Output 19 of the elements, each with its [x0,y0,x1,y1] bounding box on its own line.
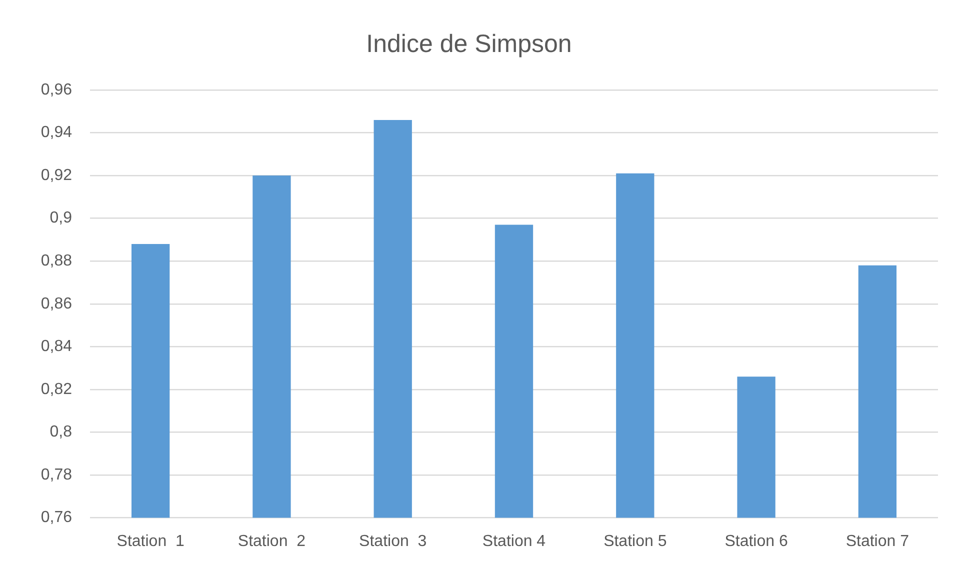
y-tick-label: 0,82 [40,380,72,398]
y-tick-label: 0,8 [50,424,72,441]
y-tick-label: 0,78 [40,466,72,484]
y-tick-label: 0,88 [40,252,72,270]
y-tick-label: 0,94 [40,124,72,142]
x-tick-label: Station 2 [238,532,306,550]
y-tick-label: 0,86 [40,295,72,312]
y-tick-label: 0,76 [40,509,72,526]
chart-title: Indice de Simpson [366,30,572,58]
y-tick-label: 0,92 [40,166,72,184]
y-tick-label: 0,96 [40,81,72,98]
x-tick-label: Station 6 [724,532,788,550]
y-tick-label: 0,84 [40,338,72,356]
x-tick-label: Station 4 [482,532,546,550]
x-tick-label: Station 1 [116,532,184,550]
x-tick-label: Station 5 [604,532,667,550]
x-tick-label: Station 7 [846,532,910,550]
y-tick-label: 0,9 [50,210,72,227]
x-tick-label: Station 3 [359,532,427,550]
